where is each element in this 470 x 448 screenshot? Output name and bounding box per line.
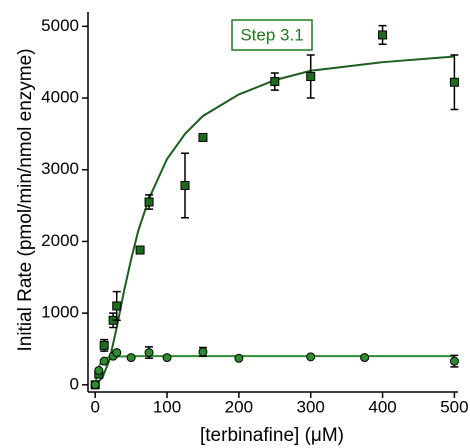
x-tick-label: 0 bbox=[90, 397, 99, 416]
x-tick-label: 300 bbox=[297, 397, 325, 416]
point bbox=[112, 348, 122, 358]
point bbox=[449, 356, 459, 366]
y-tick-label: 4000 bbox=[41, 88, 79, 107]
x-tick-label: 400 bbox=[368, 397, 396, 416]
y-tick-label: 3000 bbox=[41, 159, 79, 178]
fit-line bbox=[94, 355, 455, 386]
point bbox=[180, 181, 190, 191]
point bbox=[198, 132, 208, 142]
point bbox=[306, 352, 316, 362]
point bbox=[90, 380, 100, 390]
y-tick-label: 2000 bbox=[41, 231, 79, 250]
x-tick-label: 500 bbox=[440, 397, 468, 416]
y-tick-label: 0 bbox=[70, 374, 79, 393]
y-tick-label: 5000 bbox=[41, 16, 79, 35]
point bbox=[144, 348, 154, 358]
fit-line bbox=[94, 55, 455, 386]
point bbox=[99, 340, 109, 350]
point bbox=[306, 72, 316, 82]
point bbox=[126, 353, 136, 363]
annotation: Step 3.1 bbox=[240, 25, 303, 44]
point bbox=[99, 356, 109, 366]
y-axis-label: Initial Rate (pmol/min/nmol enzyme) bbox=[15, 48, 36, 351]
point bbox=[270, 77, 280, 87]
point bbox=[162, 353, 172, 363]
point bbox=[234, 353, 244, 363]
point bbox=[112, 301, 122, 311]
point bbox=[94, 365, 104, 375]
point bbox=[449, 77, 459, 87]
point bbox=[360, 353, 370, 363]
point bbox=[198, 347, 208, 357]
point bbox=[135, 245, 145, 255]
x-tick-label: 100 bbox=[153, 397, 181, 416]
y-tick-label: 1000 bbox=[41, 303, 79, 322]
x-tick-label: 200 bbox=[225, 397, 253, 416]
annotation-box bbox=[231, 19, 313, 51]
point bbox=[144, 197, 154, 207]
point bbox=[378, 30, 388, 40]
x-axis-label: [terbinafine] (μM) bbox=[200, 425, 344, 446]
